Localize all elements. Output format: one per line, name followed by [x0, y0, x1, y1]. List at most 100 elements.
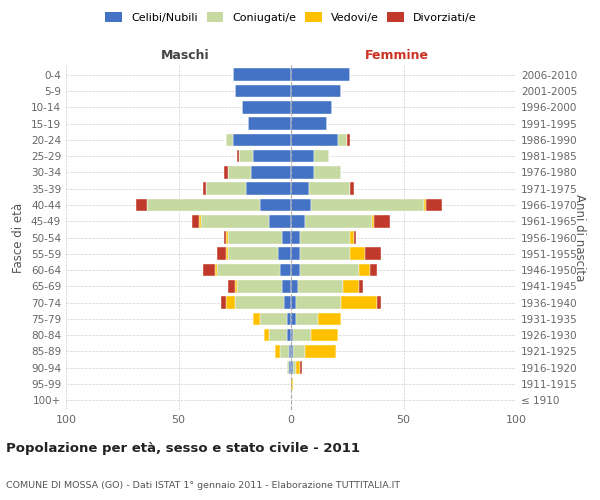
Bar	[280, 264, 291, 276]
Bar	[228, 248, 277, 260]
Bar	[426, 198, 442, 211]
Bar	[275, 345, 280, 358]
Bar	[359, 264, 370, 276]
Bar	[226, 134, 233, 146]
Bar	[291, 117, 327, 130]
Bar	[291, 296, 296, 309]
Bar	[235, 280, 237, 292]
Bar	[280, 345, 289, 358]
Bar	[349, 182, 354, 195]
Bar	[228, 231, 282, 244]
Bar	[354, 231, 356, 244]
Text: Maschi: Maschi	[161, 48, 209, 62]
Bar	[221, 296, 226, 309]
Bar	[282, 280, 291, 292]
Bar	[203, 264, 215, 276]
Bar	[374, 215, 390, 228]
Bar	[241, 101, 291, 114]
Bar	[287, 362, 289, 374]
Bar	[293, 345, 305, 358]
Bar	[309, 182, 349, 195]
Legend: Celibi/Nubili, Coniugati/e, Vedovi/e, Divorziati/e: Celibi/Nubili, Coniugati/e, Vedovi/e, Di…	[102, 8, 480, 26]
Bar	[293, 329, 311, 342]
Bar	[136, 198, 147, 211]
Bar	[215, 264, 217, 276]
Bar	[291, 215, 305, 228]
Bar	[296, 362, 300, 374]
Bar	[217, 248, 226, 260]
Bar	[341, 296, 377, 309]
Bar	[377, 296, 381, 309]
Bar	[228, 166, 251, 179]
Bar	[296, 296, 341, 309]
Bar	[264, 329, 269, 342]
Bar	[291, 280, 298, 292]
Bar	[239, 150, 253, 162]
Bar	[287, 329, 291, 342]
Bar	[291, 166, 314, 179]
Bar	[235, 84, 291, 98]
Bar	[269, 215, 291, 228]
Bar	[289, 345, 291, 358]
Text: Femmine: Femmine	[365, 48, 429, 62]
Bar	[338, 134, 347, 146]
Bar	[291, 84, 341, 98]
Bar	[291, 231, 300, 244]
Bar	[287, 312, 291, 325]
Bar	[300, 264, 359, 276]
Text: COMUNE DI MOSSA (GO) - Dati ISTAT 1° gennaio 2011 - Elaborazione TUTTITALIA.IT: COMUNE DI MOSSA (GO) - Dati ISTAT 1° gen…	[6, 481, 400, 490]
Bar	[260, 198, 291, 211]
Bar	[237, 150, 239, 162]
Bar	[237, 280, 282, 292]
Bar	[226, 296, 235, 309]
Bar	[291, 378, 293, 390]
Text: Popolazione per età, sesso e stato civile - 2011: Popolazione per età, sesso e stato civil…	[6, 442, 360, 455]
Bar	[305, 215, 372, 228]
Bar	[291, 312, 296, 325]
Bar	[246, 182, 291, 195]
Bar	[343, 280, 359, 292]
Bar	[217, 264, 280, 276]
Bar	[314, 166, 341, 179]
Bar	[347, 134, 349, 146]
Bar	[228, 280, 235, 292]
Bar	[314, 150, 329, 162]
Y-axis label: Fasce di età: Fasce di età	[13, 202, 25, 272]
Bar	[226, 231, 228, 244]
Bar	[296, 312, 318, 325]
Bar	[424, 198, 426, 211]
Bar	[223, 231, 226, 244]
Bar	[233, 68, 291, 81]
Bar	[291, 198, 311, 211]
Bar	[291, 362, 293, 374]
Bar	[291, 182, 309, 195]
Bar	[291, 134, 338, 146]
Bar	[291, 345, 293, 358]
Bar	[311, 329, 338, 342]
Bar	[199, 215, 201, 228]
Bar	[192, 215, 199, 228]
Bar	[291, 329, 293, 342]
Bar	[291, 68, 349, 81]
Bar	[291, 264, 300, 276]
Bar	[318, 312, 341, 325]
Bar	[269, 329, 287, 342]
Bar	[365, 248, 381, 260]
Bar	[349, 231, 354, 244]
Bar	[359, 280, 363, 292]
Bar	[311, 198, 424, 211]
Bar	[233, 134, 291, 146]
Bar	[203, 182, 205, 195]
Y-axis label: Anni di nascita: Anni di nascita	[573, 194, 586, 281]
Bar	[289, 362, 291, 374]
Bar	[205, 182, 246, 195]
Bar	[226, 248, 228, 260]
Bar	[300, 231, 349, 244]
Bar	[349, 248, 365, 260]
Bar	[372, 215, 374, 228]
Bar	[293, 362, 296, 374]
Bar	[300, 362, 302, 374]
Bar	[147, 198, 260, 211]
Bar	[253, 150, 291, 162]
Bar	[235, 296, 284, 309]
